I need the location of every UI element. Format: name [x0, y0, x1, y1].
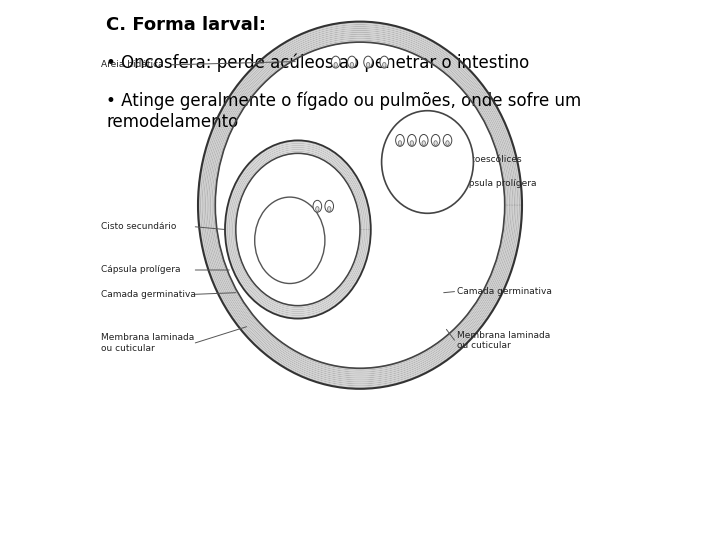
Text: • Oncosfera: perde acúleos ao penetrar o intestino: • Oncosfera: perde acúleos ao penetrar o…: [107, 54, 529, 72]
Text: C. Forma larval:: C. Forma larval:: [107, 16, 266, 34]
Ellipse shape: [225, 140, 371, 319]
Ellipse shape: [419, 134, 428, 146]
Text: Membrana laminada
ou cuticular: Membrana laminada ou cuticular: [457, 330, 551, 350]
Text: Membrana laminada
ou cuticular: Membrana laminada ou cuticular: [101, 333, 194, 353]
Text: Cápsula prolígera: Cápsula prolígera: [101, 266, 180, 274]
Text: Areia hidática: Areia hidática: [101, 60, 163, 69]
Ellipse shape: [434, 141, 437, 145]
Text: Camada germinativa: Camada germinativa: [457, 287, 552, 296]
Ellipse shape: [366, 63, 370, 67]
Ellipse shape: [398, 141, 402, 145]
Ellipse shape: [444, 134, 452, 146]
Ellipse shape: [410, 141, 413, 145]
Ellipse shape: [315, 207, 319, 211]
Ellipse shape: [328, 207, 331, 211]
Ellipse shape: [408, 134, 416, 146]
Ellipse shape: [313, 200, 322, 212]
Ellipse shape: [334, 63, 338, 67]
Text: • Atinge geralmente o fígado ou pulmões, onde sofre um
remodelamento: • Atinge geralmente o fígado ou pulmões,…: [107, 92, 582, 131]
Ellipse shape: [198, 22, 522, 389]
Ellipse shape: [255, 197, 325, 284]
Text: Cápsula prolígera: Cápsula prolígera: [457, 179, 536, 188]
Ellipse shape: [364, 56, 372, 68]
Ellipse shape: [422, 141, 426, 145]
Ellipse shape: [382, 111, 474, 213]
Text: Protoescólices: Protoescólices: [457, 155, 522, 164]
Text: Camada germinativa: Camada germinativa: [101, 290, 196, 299]
Ellipse shape: [382, 63, 386, 67]
Ellipse shape: [331, 56, 340, 68]
Ellipse shape: [380, 56, 389, 68]
Text: Cisto secundário: Cisto secundário: [101, 222, 176, 231]
Ellipse shape: [325, 200, 333, 212]
Ellipse shape: [396, 134, 405, 146]
Ellipse shape: [446, 141, 449, 145]
Ellipse shape: [348, 56, 356, 68]
Ellipse shape: [431, 134, 440, 146]
Ellipse shape: [350, 63, 354, 67]
